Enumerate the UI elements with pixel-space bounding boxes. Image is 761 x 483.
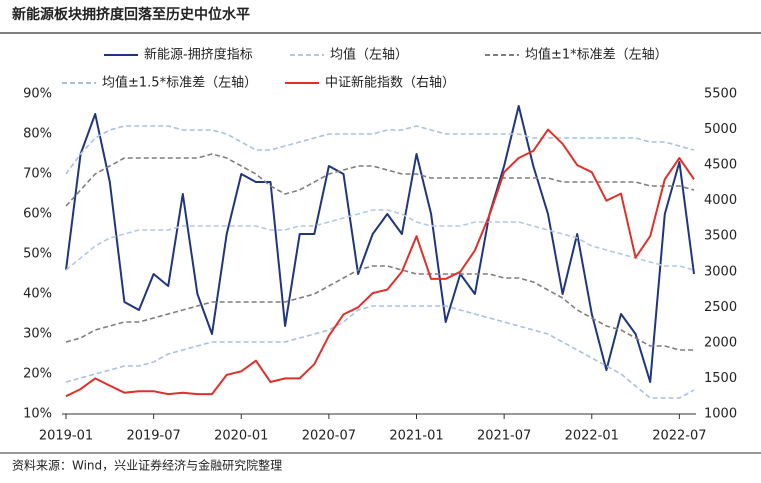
y-tick-label: 30% [23, 327, 52, 342]
series-line [65, 128, 695, 398]
x-tick-label: 2020-07 [302, 429, 356, 444]
x-tick-label: 2019-01 [39, 429, 93, 444]
y-tick-label: 10% [23, 407, 52, 422]
y2-tick-label: 3000 [704, 264, 737, 279]
y2-tick-label: 5000 [704, 122, 737, 137]
series-line [65, 265, 694, 351]
x-tick-label: 2021-01 [389, 429, 443, 444]
y2-tick-label: 1500 [704, 371, 737, 386]
x-tick-label: 2019-07 [126, 429, 180, 444]
x-tick-label: 2022-07 [652, 429, 706, 444]
source-note: 资料来源：Wind，兴业证券经济与金融研究院整理 [12, 458, 282, 473]
y-tick-label: 80% [23, 127, 52, 142]
legend-label: 均值（左轴） [330, 47, 408, 63]
y2-tick-label: 3500 [704, 229, 737, 244]
series-line [65, 125, 695, 175]
x-tick-label: 2022-01 [565, 429, 619, 444]
series-line [65, 305, 695, 399]
series-line [65, 105, 695, 383]
y2-tick-label: 4000 [704, 193, 737, 208]
chart-title: 新能源板块拥挤度回落至历史中位水平 [12, 6, 250, 23]
y2-tick-label: 4500 [704, 158, 737, 173]
y2-tick-label: 1000 [704, 407, 737, 422]
y-tick-label: 20% [23, 367, 52, 382]
y-tick-label: 70% [23, 167, 52, 182]
x-tick-label: 2021-07 [477, 429, 531, 444]
series-line [65, 209, 695, 271]
y-tick-label: 50% [23, 247, 52, 262]
series-line [65, 153, 695, 207]
legend-label: 均值±1*标准差（左轴） [525, 47, 668, 63]
y-tick-label: 90% [23, 87, 52, 102]
legend-label: 新能源-拥挤度指标 [144, 47, 253, 63]
y-tick-label: 40% [23, 287, 52, 302]
y-tick-label: 60% [23, 207, 52, 222]
x-tick-label: 2020-01 [214, 429, 268, 444]
legend-label: 中证新能指数（右轴） [325, 75, 455, 91]
y2-tick-label: 5500 [704, 87, 737, 102]
legend-label: 均值±1.5*标准差（左轴） [102, 75, 257, 91]
y2-tick-label: 2500 [704, 300, 737, 315]
y2-tick-label: 2000 [704, 335, 737, 350]
